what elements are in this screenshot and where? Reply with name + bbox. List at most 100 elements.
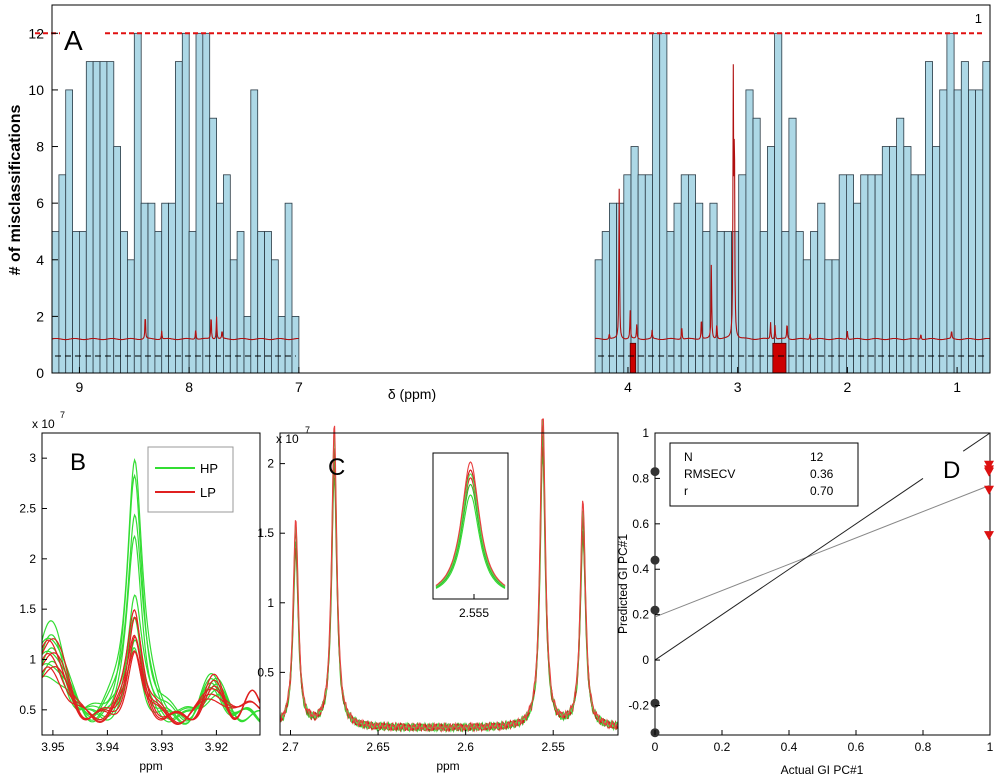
bar-0-14 <box>147 202 156 374</box>
bar-0-25 <box>222 174 231 374</box>
d-ytick-label-0.4: 0.4 <box>632 562 649 576</box>
ytick-label-6: 6 <box>36 195 44 211</box>
bar-0-8 <box>106 61 115 374</box>
bar-0-10 <box>120 231 128 374</box>
panel-c-label: C <box>328 454 345 481</box>
legend-box <box>147 446 234 513</box>
panel-a-ticks: 0 2 4 6 8 10 12 9 8 7 4 3 2 1 <box>28 25 961 395</box>
d-ytick-label-0.2: 0.2 <box>632 608 649 622</box>
bar-1-13 <box>688 174 697 374</box>
fit-line <box>654 484 991 618</box>
c-ytick-label-1: 1 <box>267 596 274 610</box>
panel-b-ticks: 0.5 1 1.5 2 2.5 3 3.95 3.94 3.93 3.92 <box>19 451 228 754</box>
bar-1-44 <box>910 174 919 374</box>
bar-0-16 <box>161 202 169 374</box>
panel-b-spectra <box>41 457 261 725</box>
bar-0-7 <box>99 61 108 374</box>
lp-trace-4 <box>41 639 261 725</box>
c-ytick-label-3: 2 <box>267 457 274 471</box>
stat-n-value: 12 <box>810 450 824 464</box>
ytick-label-0: 0 <box>36 365 44 381</box>
lp-trace-0 <box>41 608 261 724</box>
inset-trace-0 <box>435 494 506 589</box>
d-ytick-label--0.2: -0.2 <box>628 698 649 712</box>
bar-0-17 <box>168 202 176 374</box>
class1-point-3 <box>984 485 994 495</box>
bar-1-11 <box>673 202 682 374</box>
class1-point-2 <box>984 467 994 477</box>
d-ytick-label-1: 1 <box>642 426 649 440</box>
panel-d-ylabel: Predicted GI PC#1 <box>616 534 630 634</box>
bar-0-15 <box>154 231 163 374</box>
bar-1-7 <box>644 174 653 374</box>
spectrum-trace-1 <box>594 64 990 341</box>
ytick-label-12: 12 <box>28 25 44 41</box>
d-xtick-label-0.2: 0.2 <box>714 740 731 754</box>
xtick-label-9: 9 <box>76 379 84 395</box>
bar-1-12 <box>680 174 689 374</box>
ytick-label-4: 4 <box>36 252 44 268</box>
identity-line <box>654 477 924 661</box>
bar-1-38 <box>867 174 876 374</box>
panel-c: 0.5 1 1.5 2 2.7 2.65 2.6 2.55 x 10 7 C ppm 2.55… <box>257 418 619 773</box>
bar-1-52 <box>968 89 977 374</box>
panel-d-label: D <box>943 457 960 484</box>
threshold-label: 1 <box>975 11 982 26</box>
bar-0-19 <box>181 32 190 374</box>
bar-1-53 <box>975 89 984 374</box>
c-xtick-label-1: 2.65 <box>366 740 390 754</box>
c-xtick-label-2: 2.6 <box>457 740 474 754</box>
panel-a-xlabel: δ (ppm) <box>388 386 436 402</box>
bar-0-3 <box>72 231 80 374</box>
panel-b-exponent: 7 <box>60 410 65 420</box>
c-trace-5 <box>279 418 619 733</box>
d-xtick-label-0.8: 0.8 <box>915 740 932 754</box>
b-ytick-label-2: 1.5 <box>19 602 36 616</box>
bar-1-14 <box>695 202 704 374</box>
bar-1-31 <box>817 202 826 374</box>
b-ytick-label-1: 1 <box>29 653 36 667</box>
bar-0-27 <box>236 231 245 374</box>
panel-a: 0 2 4 6 8 10 12 9 8 7 4 3 2 1 A δ (ppm) # of misclass… <box>7 4 991 402</box>
bar-1-6 <box>637 174 646 374</box>
bar-1-9 <box>659 32 668 374</box>
panel-c-exponent: 7 <box>305 425 310 435</box>
stat-rmsecv-label: RMSECV <box>684 467 735 481</box>
c-ytick-label-2: 1.5 <box>257 526 274 540</box>
bar-0-20 <box>188 231 197 374</box>
bar-1-10 <box>666 231 675 374</box>
bar-1-15 <box>702 231 711 374</box>
identity-line-end <box>962 432 991 452</box>
b-ytick-label-0: 0.5 <box>19 703 36 717</box>
bar-0-31 <box>264 231 272 374</box>
bar-1-22 <box>752 117 761 374</box>
bar-0-12 <box>133 32 142 374</box>
lp-trace-5 <box>41 638 261 721</box>
bar-1-49 <box>946 32 955 374</box>
bar-1-36 <box>853 202 862 374</box>
bar-1-35 <box>846 174 855 374</box>
bar-1-30 <box>810 231 819 374</box>
d-xtick-label-0.6: 0.6 <box>848 740 865 754</box>
bar-0-6 <box>92 61 101 374</box>
panel-b-multiplier: x 10 <box>32 417 55 431</box>
b-xtick-label-1: 3.94 <box>96 740 120 754</box>
b-ytick-label-3: 2 <box>29 552 36 566</box>
bar-1-8 <box>652 32 661 374</box>
bar-1-42 <box>896 117 905 374</box>
panel-d-lines <box>654 432 991 661</box>
d-xtick-label-0.4: 0.4 <box>781 740 798 754</box>
bar-1-27 <box>788 117 797 374</box>
bar-1-20 <box>738 174 747 374</box>
bar-1-46 <box>925 61 934 374</box>
panel-c-inset: 2.555 <box>432 452 509 620</box>
ytick-label-2: 2 <box>36 308 44 324</box>
bar-series <box>51 32 991 374</box>
d-xtick-label-1: 1 <box>987 740 994 754</box>
red-marker-1 <box>772 342 787 374</box>
panel-d-frame <box>654 432 991 736</box>
class0-point-1 <box>650 555 660 565</box>
bar-1-39 <box>874 174 883 374</box>
panel-d-xlabel: Actual GI PC#1 <box>781 763 864 777</box>
